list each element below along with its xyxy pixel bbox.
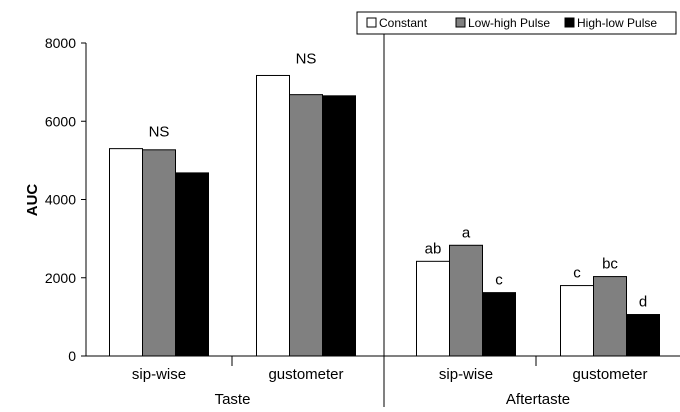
x-tick-label: sip-wise (439, 366, 493, 383)
x-tick-label: gustometer (268, 366, 343, 383)
bar-annotation: c (495, 272, 503, 289)
bar (175, 172, 209, 357)
legend-label: High-low Pulse (577, 16, 657, 30)
bar (560, 285, 594, 357)
bar (109, 148, 143, 357)
bar (416, 260, 450, 357)
legend-swatch (366, 17, 377, 28)
bar (256, 74, 290, 357)
bar (449, 244, 483, 357)
x-tick-label: sip-wise (132, 366, 186, 383)
bar-annotation: bc (602, 256, 618, 273)
bar (593, 276, 627, 357)
y-axis-title: AUC (24, 184, 41, 217)
legend-label: Low-high Pulse (468, 16, 550, 30)
group-label: Aftertaste (506, 391, 570, 407)
annotations: NS NS ab a c c bc d (149, 50, 648, 310)
y-tick-label: 4000 (45, 192, 76, 208)
bar-annotation: a (462, 224, 471, 241)
legend: Constant Low-high Pulse High-low Pulse (356, 11, 677, 35)
bar (482, 292, 516, 357)
axes: 0 2000 4000 6000 8000 sip-wise gustometer sip-w… (45, 25, 680, 408)
group-label: Taste (215, 391, 251, 407)
bars (109, 74, 660, 357)
legend-box (356, 11, 677, 35)
y-tick-label: 8000 (45, 35, 76, 51)
bar-annotation: NS (296, 50, 317, 67)
y-tick-label: 6000 (45, 113, 76, 129)
bar (626, 314, 660, 357)
bar (322, 95, 356, 357)
legend-swatch (455, 17, 466, 28)
bar-annotation: d (639, 294, 647, 311)
legend-swatch (564, 17, 575, 28)
y-tick-label: 0 (68, 348, 76, 364)
bar (289, 94, 323, 357)
legend-label: Constant (379, 16, 428, 30)
x-tick-label: gustometer (572, 366, 647, 383)
bar-annotation: c (573, 265, 581, 282)
bar-annotation: ab (425, 240, 442, 257)
bar-annotation: NS (149, 124, 170, 141)
y-tick-label: 2000 (45, 270, 76, 286)
bar (142, 149, 176, 357)
